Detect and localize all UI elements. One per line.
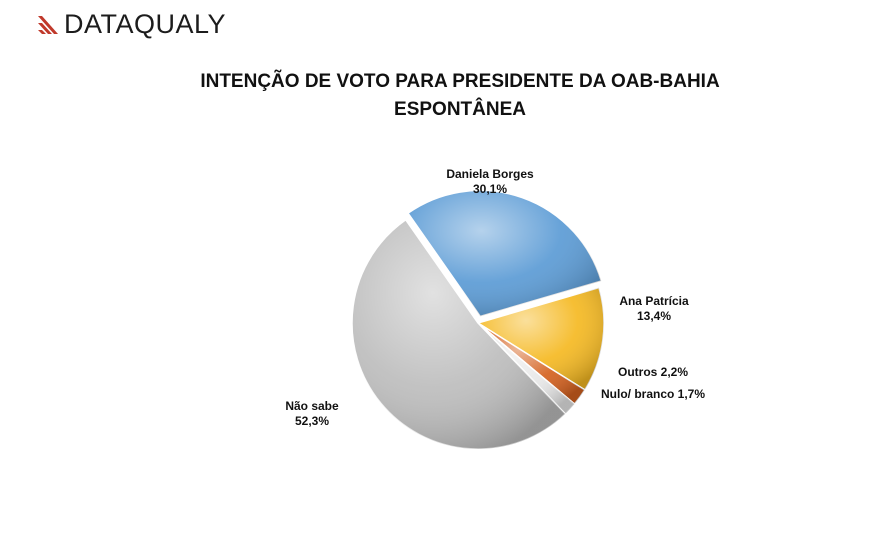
brand-name: DATAQUALY (64, 9, 227, 39)
slice-label-3: Outros 2,2% (618, 365, 688, 379)
diagonal-stripes-logo-icon (38, 16, 58, 34)
chart-subtitle: ESPONTÂNEA (394, 99, 526, 120)
pie-slice-shading-5 (351, 219, 566, 450)
brand-logo: DATAQUALY (38, 10, 226, 38)
slice-label-name-5: Não sabe (285, 399, 339, 413)
slice-label-value-5: 52,3% (295, 414, 329, 428)
slice-label-value-2: 13,4% (637, 309, 671, 323)
slice-label-name-1: Daniela Borges (446, 167, 534, 181)
pie-slice-shading-1 (408, 190, 602, 317)
slice-label-4: Nulo/ branco 1,7% (601, 387, 705, 401)
slice-label-value-1: 30,1% (473, 182, 507, 196)
slice-label-name-2: Ana Patrícia (619, 294, 689, 308)
chart-title: INTENÇÃO DE VOTO PARA PRESIDENTE DA OAB-… (200, 71, 720, 92)
pie-slice-shading-2 (478, 287, 604, 390)
pie-slice-shading-3 (478, 323, 585, 405)
pie-slice-shading-4 (478, 323, 575, 414)
